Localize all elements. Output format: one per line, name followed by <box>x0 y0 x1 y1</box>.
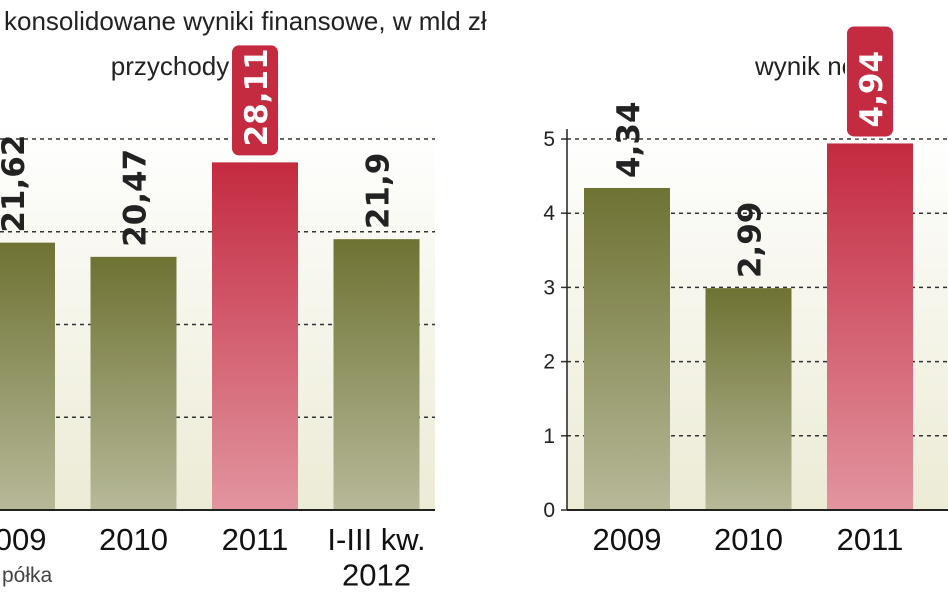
value-label: 28,11 <box>239 48 275 146</box>
x-tick-label: 2011 <box>837 522 904 557</box>
value-label: 21,62 <box>0 135 32 233</box>
x-tick-label: 2009 <box>593 522 662 557</box>
value-label: 4,94 <box>854 51 890 128</box>
bar <box>705 288 792 510</box>
header: konsolidowane wyniki finansowe, w mld zł <box>4 6 487 36</box>
x-tick-label: I-III kw. 2012 <box>327 522 425 593</box>
bar <box>0 242 55 510</box>
source: półka <box>2 564 53 587</box>
value-label-group: 21,62 <box>0 135 32 233</box>
chart-title: przychody <box>111 51 230 81</box>
x-tick-label: 2011 <box>222 522 289 557</box>
value-label-group: 4,34 <box>611 101 647 178</box>
value-label-box <box>845 24 895 139</box>
x-tick-label: 2010 <box>714 522 783 557</box>
value-label-group: 2,99 <box>733 202 769 279</box>
value-label: 2,99 <box>733 202 769 279</box>
value-label: 21,9 <box>361 153 397 230</box>
value-label-group: 28,11 <box>230 43 280 158</box>
bar <box>90 256 177 510</box>
value-label-group: 4,94 <box>845 24 895 139</box>
bar <box>333 239 420 511</box>
value-label-group: 21,9 <box>361 153 397 230</box>
y-tick-label: 4 <box>543 202 555 225</box>
y-tick-label: 5 <box>543 128 555 151</box>
y-tick-label: 1 <box>543 425 555 448</box>
x-tick-label: 2010 <box>99 522 168 557</box>
y-tick-label: 0 <box>543 499 555 522</box>
x-tick-label: 2009 <box>0 522 46 557</box>
y-tick-label: 3 <box>543 276 555 299</box>
bar <box>212 162 298 511</box>
value-label-group: 20,47 <box>118 149 154 247</box>
bar <box>827 143 913 510</box>
value-label: 4,34 <box>611 101 647 178</box>
y-tick-label: 2 <box>543 351 555 374</box>
value-label-box <box>230 43 280 158</box>
value-label: 20,47 <box>118 149 154 247</box>
bar <box>584 187 670 511</box>
